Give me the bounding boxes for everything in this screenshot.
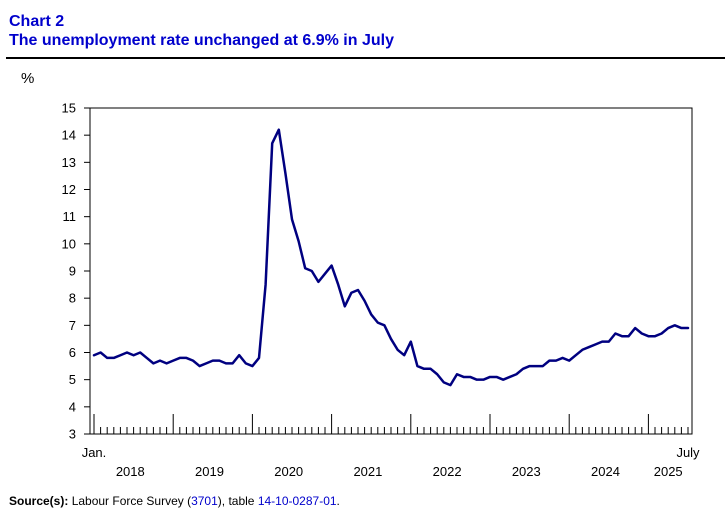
source-text-3: . [336,494,340,508]
chart-label: Chart 2 [9,13,65,30]
x-year-label: 2023 [512,464,541,479]
x-year-label: 2022 [433,464,462,479]
y-tick-label: 8 [69,291,76,306]
title-block: Chart 2 The unemployment rate unchanged … [9,12,394,50]
y-tick-label: 9 [69,264,76,279]
x-start-month-label: Jan. [82,445,107,460]
title-rule [6,57,725,59]
y-tick-label: 14 [62,128,76,143]
y-tick-label: 7 [69,318,76,333]
y-tick-label: 13 [62,155,76,170]
y-tick-label: 11 [63,209,77,224]
x-end-month-label: July [676,445,700,460]
y-tick-label: 12 [62,182,76,197]
y-tick-label: 3 [69,427,76,442]
y-tick-label: 5 [69,372,76,387]
source-text-2: ), table [217,494,258,508]
unemployment-line-chart: % 3 4 5 6 7 8 9 10 11 12 13 14 15 Jan. July 2018 2019 2020… [21,70,700,479]
source-note: Source(s): Labour Force Survey (3701), t… [9,494,340,508]
source-text-1: Labour Force Survey ( [71,494,192,508]
x-year-label: 2019 [195,464,224,479]
survey-code-link[interactable]: 3701 [191,494,218,508]
source-label: Source(s): [9,494,69,508]
x-year-label: 2020 [274,464,303,479]
plot-frame [89,107,693,435]
y-tick-label: 6 [69,345,76,360]
y-tick-label: 15 [62,101,76,116]
unemployment-rate-line [92,128,690,387]
chart-title: The unemployment rate unchanged at 6.9% … [9,32,394,49]
y-tick-label: 4 [69,399,76,414]
y-tick-label: 10 [62,236,76,251]
x-year-label: 2021 [353,464,382,479]
table-id-link[interactable]: 14-10-0287-01 [257,494,337,508]
x-year-label: 2018 [116,464,145,479]
x-year-label: 2024 [591,464,620,479]
x-year-label: 2025 [654,464,683,479]
y-axis-unit-label: % [21,70,34,87]
